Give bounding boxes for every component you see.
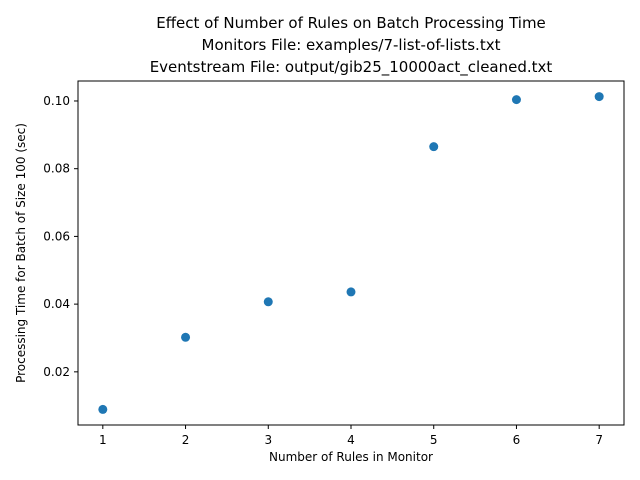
x-tick-label: 5 <box>430 433 438 447</box>
y-tick-label: 0.08 <box>43 162 70 176</box>
chart-title-line-2: Monitors File: examples/7-list-of-lists.… <box>202 36 501 54</box>
scatter-point <box>263 297 273 307</box>
y-tick-label: 0.04 <box>43 297 70 311</box>
scatter-point <box>594 92 604 102</box>
scatter-point <box>98 404 108 414</box>
x-axis-ticks: 1 2 3 4 5 6 7 <box>99 425 603 447</box>
x-tick-label: 4 <box>347 433 355 447</box>
x-tick-label: 3 <box>264 433 272 447</box>
plot-area <box>77 80 625 426</box>
x-tick-label: 1 <box>99 433 107 447</box>
y-axis-label: Processing Time for Batch of Size 100 (s… <box>14 123 28 383</box>
chart-title: Effect of Number of Rules on Batch Proce… <box>150 14 553 77</box>
y-tick-label: 0.02 <box>43 365 70 379</box>
scatter-point <box>511 95 521 105</box>
chart-title-line-3: Eventstream File: output/gib25_10000act_… <box>150 58 553 77</box>
x-tick-label: 2 <box>182 433 190 447</box>
data-points <box>98 92 604 414</box>
x-tick-label: 7 <box>595 433 603 447</box>
y-tick-label: 0.10 <box>43 94 70 108</box>
chart-title-line-1: Effect of Number of Rules on Batch Proce… <box>156 14 546 32</box>
x-axis-label: Number of Rules in Monitor <box>269 450 433 464</box>
y-tick-label: 0.06 <box>43 229 70 243</box>
x-tick-label: 6 <box>513 433 521 447</box>
y-axis-ticks: 0.02 0.04 0.06 0.08 0.10 <box>43 94 78 379</box>
scatter-point <box>429 142 439 152</box>
scatter-point <box>181 332 191 342</box>
scatter-point <box>346 287 356 297</box>
